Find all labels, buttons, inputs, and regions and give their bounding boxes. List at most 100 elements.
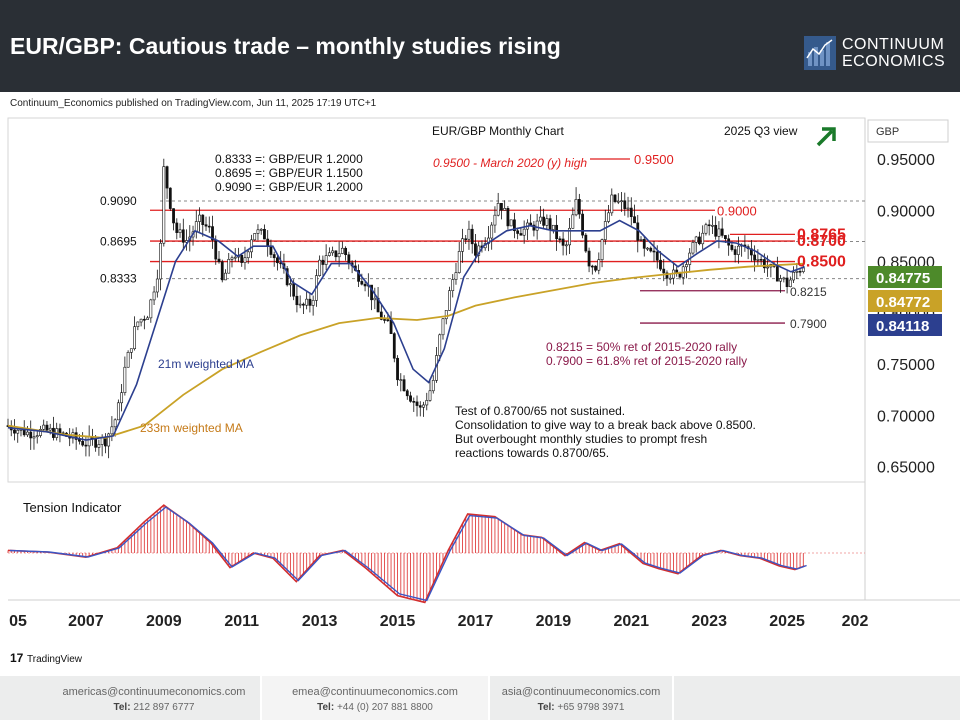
candle-body: [431, 380, 435, 392]
candle-body: [665, 272, 669, 279]
footer-email-asia[interactable]: asia@continuumeconomics.com: [501, 686, 661, 698]
candle-body: [516, 230, 520, 234]
time-tick-label: 2007: [68, 613, 104, 630]
commentary-line: reactions towards 0.8700/65.: [455, 446, 609, 460]
candle-body: [120, 392, 124, 404]
candle-body: [13, 429, 16, 434]
candle-body: [181, 229, 185, 243]
candle-body: [529, 222, 533, 226]
candle-body: [175, 222, 179, 233]
candle-body: [724, 235, 727, 240]
candle-body: [607, 212, 610, 222]
level-label: 0.8765: [797, 226, 846, 243]
candle-body: [798, 270, 802, 273]
candle-body: [717, 228, 721, 237]
candle-body: [561, 238, 565, 246]
candle-body: [422, 404, 425, 408]
level-label: 0.8215: [790, 285, 827, 299]
candle-body: [370, 284, 373, 301]
price-tick-label: 0.95000: [877, 152, 935, 169]
candle-body: [146, 317, 149, 320]
conversion-note: 0.8333 =: GBP/EUR 1.2000: [215, 152, 363, 166]
candle-body: [736, 245, 740, 255]
commentary-line: Test of 0.8700/65 not sustained.: [455, 404, 625, 418]
candle-body: [493, 214, 497, 226]
candle-body: [311, 300, 315, 306]
candle-body: [259, 228, 263, 231]
candle-body: [389, 319, 393, 334]
chart-title: EUR/GBP Monthly Chart: [432, 124, 564, 138]
time-tick-label: 05: [9, 613, 27, 630]
candle-body: [302, 303, 305, 306]
candle-body: [587, 250, 591, 267]
candle-body: [519, 233, 523, 236]
candle-body: [506, 208, 510, 227]
candle-body: [474, 243, 477, 256]
candle-body: [574, 199, 578, 216]
candle-body: [217, 258, 221, 263]
up-arrow-head: [822, 127, 836, 141]
candle-body: [81, 440, 85, 446]
candle-body: [253, 233, 257, 241]
eurgbp-monthly-chart: 0.950000.900000.850000.800000.750000.700…: [6, 117, 960, 665]
price-badge-label: 0.84772: [876, 294, 930, 311]
candle-body: [48, 427, 52, 431]
candle-body: [126, 352, 130, 368]
candle-body: [103, 437, 107, 447]
time-tick-label: 202: [842, 613, 869, 630]
price-badge: [868, 266, 942, 288]
conversion-note: 0.9090 =: GBP/EUR 1.2000: [215, 180, 363, 194]
time-tick-label: 2015: [380, 613, 416, 630]
candle-body: [230, 257, 234, 260]
commentary-line: Consolidation to give way to a break bac…: [455, 418, 756, 432]
commentary-line: But overbought monthly studies to prompt…: [455, 432, 707, 446]
footer-tel-asia: Tel: +65 9798 3971: [537, 702, 625, 713]
candle-body: [655, 251, 659, 261]
footer-email-americas[interactable]: americas@continuumeconomics.com: [62, 686, 246, 698]
candle-body: [243, 257, 247, 263]
candle-body: [762, 259, 766, 269]
level-label: 0.8700: [797, 233, 846, 250]
candle-body: [129, 348, 133, 353]
candle-body: [58, 428, 62, 434]
candle-body: [730, 244, 734, 250]
candle-body: [490, 224, 494, 239]
candle-body: [42, 424, 46, 430]
candle-body: [201, 214, 205, 225]
candle-body: [568, 227, 571, 246]
candle-body: [639, 239, 643, 241]
candle-body: [324, 255, 328, 265]
left-level-label: 0.9090: [100, 194, 137, 208]
up-arrow-shaft: [816, 129, 834, 147]
candle-body: [162, 166, 166, 244]
candle-body: [707, 224, 711, 227]
retracement-note: 0.8215 = 50% ret of 2015-2020 rally: [546, 340, 737, 354]
candle-body: [233, 256, 237, 259]
footer-email-emea[interactable]: emea@continuumeconomics.com: [292, 686, 458, 698]
candle-body: [577, 199, 581, 215]
candle-body: [785, 277, 789, 287]
candle-body: [396, 357, 399, 381]
footer-americas: americas@continuumeconomics.com Tel: 212…: [48, 676, 260, 720]
candle-body: [331, 250, 335, 254]
candle-body: [597, 259, 601, 271]
candle-body: [766, 266, 770, 269]
candle-body: [246, 251, 250, 259]
candle-body: [603, 221, 607, 240]
candle-body: [224, 272, 227, 281]
candle-body: [123, 366, 127, 393]
candle-body: [409, 395, 412, 402]
candle-body: [733, 249, 737, 255]
candle-body: [509, 219, 513, 227]
candle-body: [548, 218, 552, 230]
ma233-line: [7, 262, 805, 439]
candle-body: [496, 202, 500, 216]
candle-body: [691, 242, 695, 254]
candle-body: [470, 228, 474, 245]
currency-box: [867, 119, 949, 143]
left-level-label: 0.8695: [100, 235, 137, 249]
candle-body: [113, 419, 117, 428]
candle-body: [441, 318, 445, 336]
candle-body: [78, 439, 81, 442]
candle-body: [211, 226, 214, 241]
